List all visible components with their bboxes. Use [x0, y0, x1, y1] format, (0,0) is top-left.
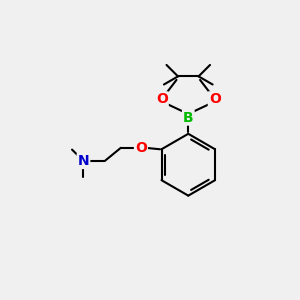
Text: B: B — [183, 111, 194, 124]
Text: N: N — [78, 154, 89, 168]
Text: O: O — [209, 92, 221, 106]
Text: O: O — [135, 141, 147, 155]
Text: O: O — [156, 92, 168, 106]
